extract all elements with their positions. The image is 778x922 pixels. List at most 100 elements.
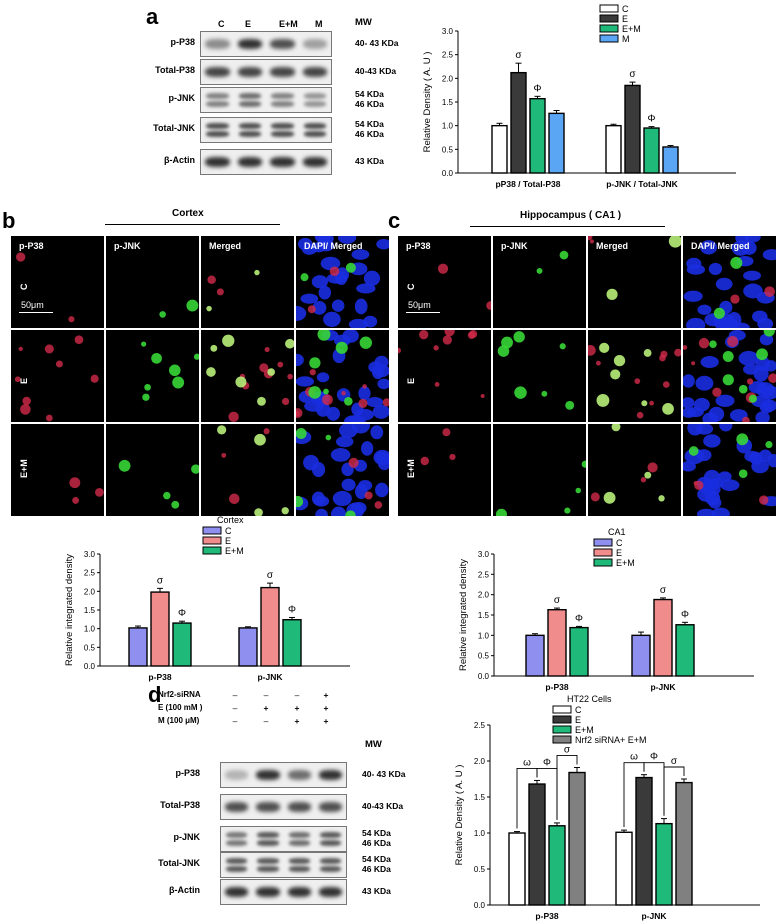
green-signal bbox=[713, 307, 725, 319]
legend-swatch bbox=[593, 538, 613, 547]
x-category-label: p-JNK bbox=[641, 911, 667, 921]
red-signal bbox=[95, 487, 104, 497]
micro-tile-image bbox=[590, 424, 665, 504]
significance-mark: σ bbox=[267, 570, 274, 581]
blot-band bbox=[238, 93, 261, 99]
micro-tile bbox=[296, 330, 389, 422]
y-tick-label: 0.0 bbox=[474, 901, 486, 910]
bar bbox=[548, 825, 566, 906]
blot-strip bbox=[200, 59, 332, 85]
green-signal bbox=[644, 471, 652, 479]
micro-tile-image bbox=[398, 330, 485, 399]
red-signal bbox=[698, 337, 710, 349]
micro-tile bbox=[683, 424, 776, 516]
red-signal bbox=[442, 335, 452, 345]
micro-tile bbox=[296, 424, 389, 516]
dapi-nucleus bbox=[355, 408, 374, 421]
red-signal bbox=[216, 288, 224, 296]
dapi-nucleus bbox=[719, 424, 733, 432]
dapi-nucleus bbox=[700, 240, 718, 255]
blot-band bbox=[303, 131, 326, 137]
blot-band bbox=[225, 770, 249, 781]
dapi-nucleus bbox=[348, 318, 368, 328]
red-signal bbox=[674, 348, 681, 357]
dapi-nucleus bbox=[366, 396, 384, 408]
dapi-nucleus bbox=[683, 374, 695, 388]
x-category-label: p-JNK bbox=[257, 672, 283, 682]
red-signal bbox=[649, 400, 654, 406]
red-signal bbox=[444, 330, 455, 337]
micro-tile-image bbox=[159, 299, 199, 318]
legend-swatch bbox=[552, 705, 572, 714]
green-signal bbox=[559, 250, 569, 260]
micro-tile-image bbox=[497, 331, 575, 410]
green-signal bbox=[722, 374, 734, 386]
condition-sign: – bbox=[232, 703, 238, 713]
green-signal bbox=[323, 388, 329, 395]
micro-tile-image bbox=[206, 269, 260, 312]
green-signal bbox=[658, 495, 665, 502]
red-signal bbox=[419, 330, 429, 340]
red-signal bbox=[374, 501, 383, 509]
micro-tile: DAPI/ Merged bbox=[683, 236, 776, 328]
green-signal bbox=[296, 495, 304, 508]
dapi-nucleus bbox=[696, 508, 716, 516]
bar bbox=[675, 781, 693, 906]
micro-tile bbox=[683, 330, 776, 422]
bar bbox=[653, 598, 673, 677]
blot-band bbox=[256, 802, 280, 813]
green-signal bbox=[581, 460, 586, 468]
condition-sign: + bbox=[323, 716, 329, 726]
blot-strip bbox=[200, 149, 332, 175]
blot-band bbox=[225, 802, 249, 813]
legend-swatch bbox=[202, 526, 222, 535]
legend-title: CA1 bbox=[608, 527, 626, 537]
dapi-nucleus bbox=[743, 283, 763, 299]
red-signal bbox=[22, 396, 31, 406]
legend-swatch bbox=[599, 34, 619, 43]
micro-tile-image bbox=[296, 424, 389, 516]
blot-band bbox=[318, 802, 342, 813]
red-signal bbox=[16, 252, 26, 262]
green-signal bbox=[296, 427, 307, 439]
dapi-nucleus bbox=[752, 310, 768, 323]
red-signal bbox=[228, 493, 240, 505]
green-signal bbox=[159, 311, 166, 318]
dapi-nucleus bbox=[354, 298, 368, 315]
red-signal bbox=[768, 373, 776, 383]
dapi-nucleus bbox=[370, 425, 384, 440]
blot-strip bbox=[200, 117, 332, 143]
condition-label: M (100 μM) bbox=[158, 716, 200, 725]
panel-letter-d: d bbox=[148, 682, 162, 707]
dapi-nucleus bbox=[708, 262, 723, 275]
bar bbox=[662, 146, 679, 174]
red-signal bbox=[45, 414, 53, 422]
dapi-nucleus bbox=[358, 480, 373, 491]
y-tick-label: 2.0 bbox=[478, 591, 490, 600]
red-signal bbox=[341, 391, 346, 396]
bar bbox=[655, 822, 673, 906]
red-signal bbox=[746, 378, 754, 385]
micro-tile: Merged bbox=[201, 236, 294, 328]
bar bbox=[172, 622, 192, 667]
y-tick-label: 0.5 bbox=[478, 652, 490, 661]
green-signal bbox=[193, 353, 199, 360]
dapi-nucleus bbox=[363, 270, 381, 287]
condition-sign: – bbox=[232, 690, 238, 700]
legend-swatch bbox=[202, 536, 222, 545]
red-signal bbox=[442, 428, 451, 437]
micro-column-label: DAPI/ Merged bbox=[304, 241, 363, 251]
micro-tile-image bbox=[206, 334, 294, 422]
red-signal bbox=[480, 393, 485, 399]
micro-tile-image bbox=[588, 236, 681, 300]
dapi-nucleus bbox=[683, 397, 695, 409]
dapi-nucleus bbox=[374, 451, 389, 463]
micro-row-label: E+M bbox=[19, 459, 29, 478]
bar bbox=[508, 832, 526, 906]
green-signal bbox=[300, 273, 309, 282]
green-signal bbox=[610, 369, 621, 380]
dapi-nucleus bbox=[373, 364, 389, 378]
green-signal bbox=[186, 299, 199, 312]
bar bbox=[631, 634, 651, 677]
dapi-nucleus bbox=[700, 355, 719, 369]
